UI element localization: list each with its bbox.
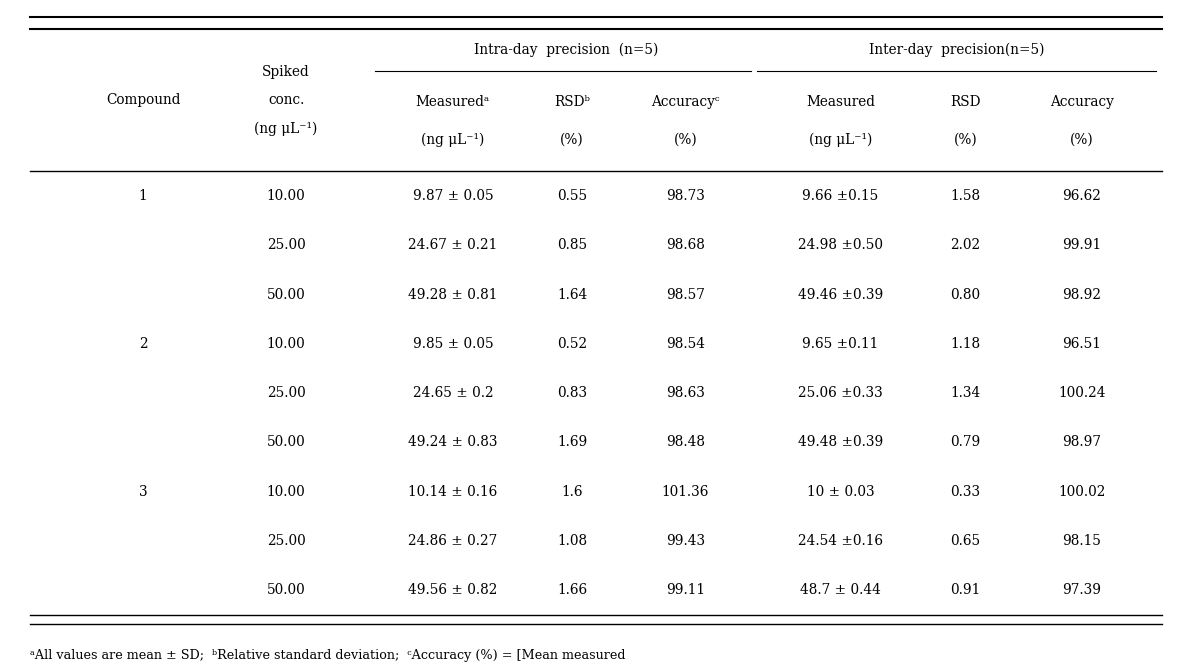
Text: 10.00: 10.00 [267, 337, 305, 351]
Text: 10.00: 10.00 [267, 485, 305, 499]
Text: 24.65 ± 0.2: 24.65 ± 0.2 [412, 386, 493, 400]
Text: 9.85 ± 0.05: 9.85 ± 0.05 [412, 337, 493, 351]
Text: 50.00: 50.00 [267, 583, 305, 597]
Text: Measured: Measured [806, 95, 875, 109]
Text: conc.: conc. [268, 93, 304, 107]
Text: Measuredᵃ: Measuredᵃ [416, 95, 490, 109]
Text: 10.14 ± 0.16: 10.14 ± 0.16 [409, 485, 497, 499]
Text: 49.28 ± 0.81: 49.28 ± 0.81 [409, 288, 497, 302]
Text: 0.79: 0.79 [950, 435, 981, 450]
Text: 49.48 ±0.39: 49.48 ±0.39 [797, 435, 883, 450]
Text: 98.97: 98.97 [1062, 435, 1101, 450]
Text: 9.65 ±0.11: 9.65 ±0.11 [802, 337, 879, 351]
Text: 0.91: 0.91 [950, 583, 981, 597]
Text: Intra-day  precision  (n=5): Intra-day precision (n=5) [474, 42, 658, 57]
Text: 1.58: 1.58 [950, 189, 981, 203]
Text: 50.00: 50.00 [267, 435, 305, 450]
Text: 1.34: 1.34 [950, 386, 981, 400]
Text: Inter-day  precision(n=5): Inter-day precision(n=5) [869, 42, 1044, 57]
Text: 98.15: 98.15 [1062, 534, 1101, 548]
Text: (%): (%) [1070, 133, 1093, 146]
Text: 1.6: 1.6 [561, 485, 583, 499]
Text: RSDᵇ: RSDᵇ [554, 95, 590, 109]
Text: 0.83: 0.83 [557, 386, 588, 400]
Text: 24.98 ±0.50: 24.98 ±0.50 [797, 239, 883, 252]
Text: 99.43: 99.43 [666, 534, 704, 548]
Text: 9.66 ±0.15: 9.66 ±0.15 [802, 189, 879, 203]
Text: 9.87 ± 0.05: 9.87 ± 0.05 [412, 189, 493, 203]
Text: 49.56 ± 0.82: 49.56 ± 0.82 [409, 583, 497, 597]
Text: (ng μL⁻¹): (ng μL⁻¹) [808, 132, 873, 147]
Text: 0.33: 0.33 [950, 485, 981, 499]
Text: Accuracy: Accuracy [1050, 95, 1113, 109]
Text: 3: 3 [138, 485, 148, 499]
Text: 1.69: 1.69 [557, 435, 588, 450]
Text: (%): (%) [560, 133, 584, 146]
Text: 99.11: 99.11 [666, 583, 704, 597]
Text: 50.00: 50.00 [267, 288, 305, 302]
Text: 98.57: 98.57 [666, 288, 704, 302]
Text: ᵃAll values are mean ± SD;  ᵇRelative standard deviation;  ᶜAccuracy (%) = [Mean: ᵃAll values are mean ± SD; ᵇRelative sta… [30, 649, 626, 663]
Text: 98.92: 98.92 [1062, 288, 1101, 302]
Text: 99.91: 99.91 [1062, 239, 1101, 252]
Text: 98.68: 98.68 [666, 239, 704, 252]
Text: 100.02: 100.02 [1058, 485, 1105, 499]
Text: 98.48: 98.48 [666, 435, 704, 450]
Text: (ng μL⁻¹): (ng μL⁻¹) [421, 132, 485, 147]
Text: (%): (%) [954, 133, 977, 146]
Text: 98.63: 98.63 [666, 386, 704, 400]
Text: 49.46 ±0.39: 49.46 ±0.39 [797, 288, 883, 302]
Text: 98.54: 98.54 [666, 337, 704, 351]
Text: 24.67 ± 0.21: 24.67 ± 0.21 [409, 239, 497, 252]
Text: 96.51: 96.51 [1062, 337, 1101, 351]
Text: 1: 1 [138, 189, 148, 203]
Text: 0.80: 0.80 [950, 288, 981, 302]
Text: 25.06 ±0.33: 25.06 ±0.33 [797, 386, 883, 400]
Text: RSD: RSD [950, 95, 981, 109]
Text: 25.00: 25.00 [267, 239, 305, 252]
Text: 100.24: 100.24 [1058, 386, 1105, 400]
Text: 1.18: 1.18 [950, 337, 981, 351]
Text: (%): (%) [673, 133, 697, 146]
Text: 97.39: 97.39 [1062, 583, 1101, 597]
Text: 1.64: 1.64 [557, 288, 588, 302]
Text: 2.02: 2.02 [950, 239, 981, 252]
Text: Compound: Compound [106, 93, 180, 107]
Text: 101.36: 101.36 [662, 485, 709, 499]
Text: 25.00: 25.00 [267, 534, 305, 548]
Text: Spiked: Spiked [262, 65, 310, 79]
Text: 24.54 ±0.16: 24.54 ±0.16 [797, 534, 883, 548]
Text: 0.85: 0.85 [557, 239, 588, 252]
Text: 10.00: 10.00 [267, 189, 305, 203]
Text: 98.73: 98.73 [666, 189, 704, 203]
Text: Accuracyᶜ: Accuracyᶜ [651, 95, 720, 109]
Text: 10 ± 0.03: 10 ± 0.03 [807, 485, 874, 499]
Text: (ng μL⁻¹): (ng μL⁻¹) [254, 121, 318, 136]
Text: 1.66: 1.66 [557, 583, 588, 597]
Text: 25.00: 25.00 [267, 386, 305, 400]
Text: 0.65: 0.65 [950, 534, 981, 548]
Text: 0.55: 0.55 [557, 189, 588, 203]
Text: 48.7 ± 0.44: 48.7 ± 0.44 [800, 583, 881, 597]
Text: 1.08: 1.08 [557, 534, 588, 548]
Text: 49.24 ± 0.83: 49.24 ± 0.83 [408, 435, 498, 450]
Text: 24.86 ± 0.27: 24.86 ± 0.27 [409, 534, 497, 548]
Text: 0.52: 0.52 [557, 337, 588, 351]
Text: 2: 2 [138, 337, 148, 351]
Text: 96.62: 96.62 [1062, 189, 1101, 203]
